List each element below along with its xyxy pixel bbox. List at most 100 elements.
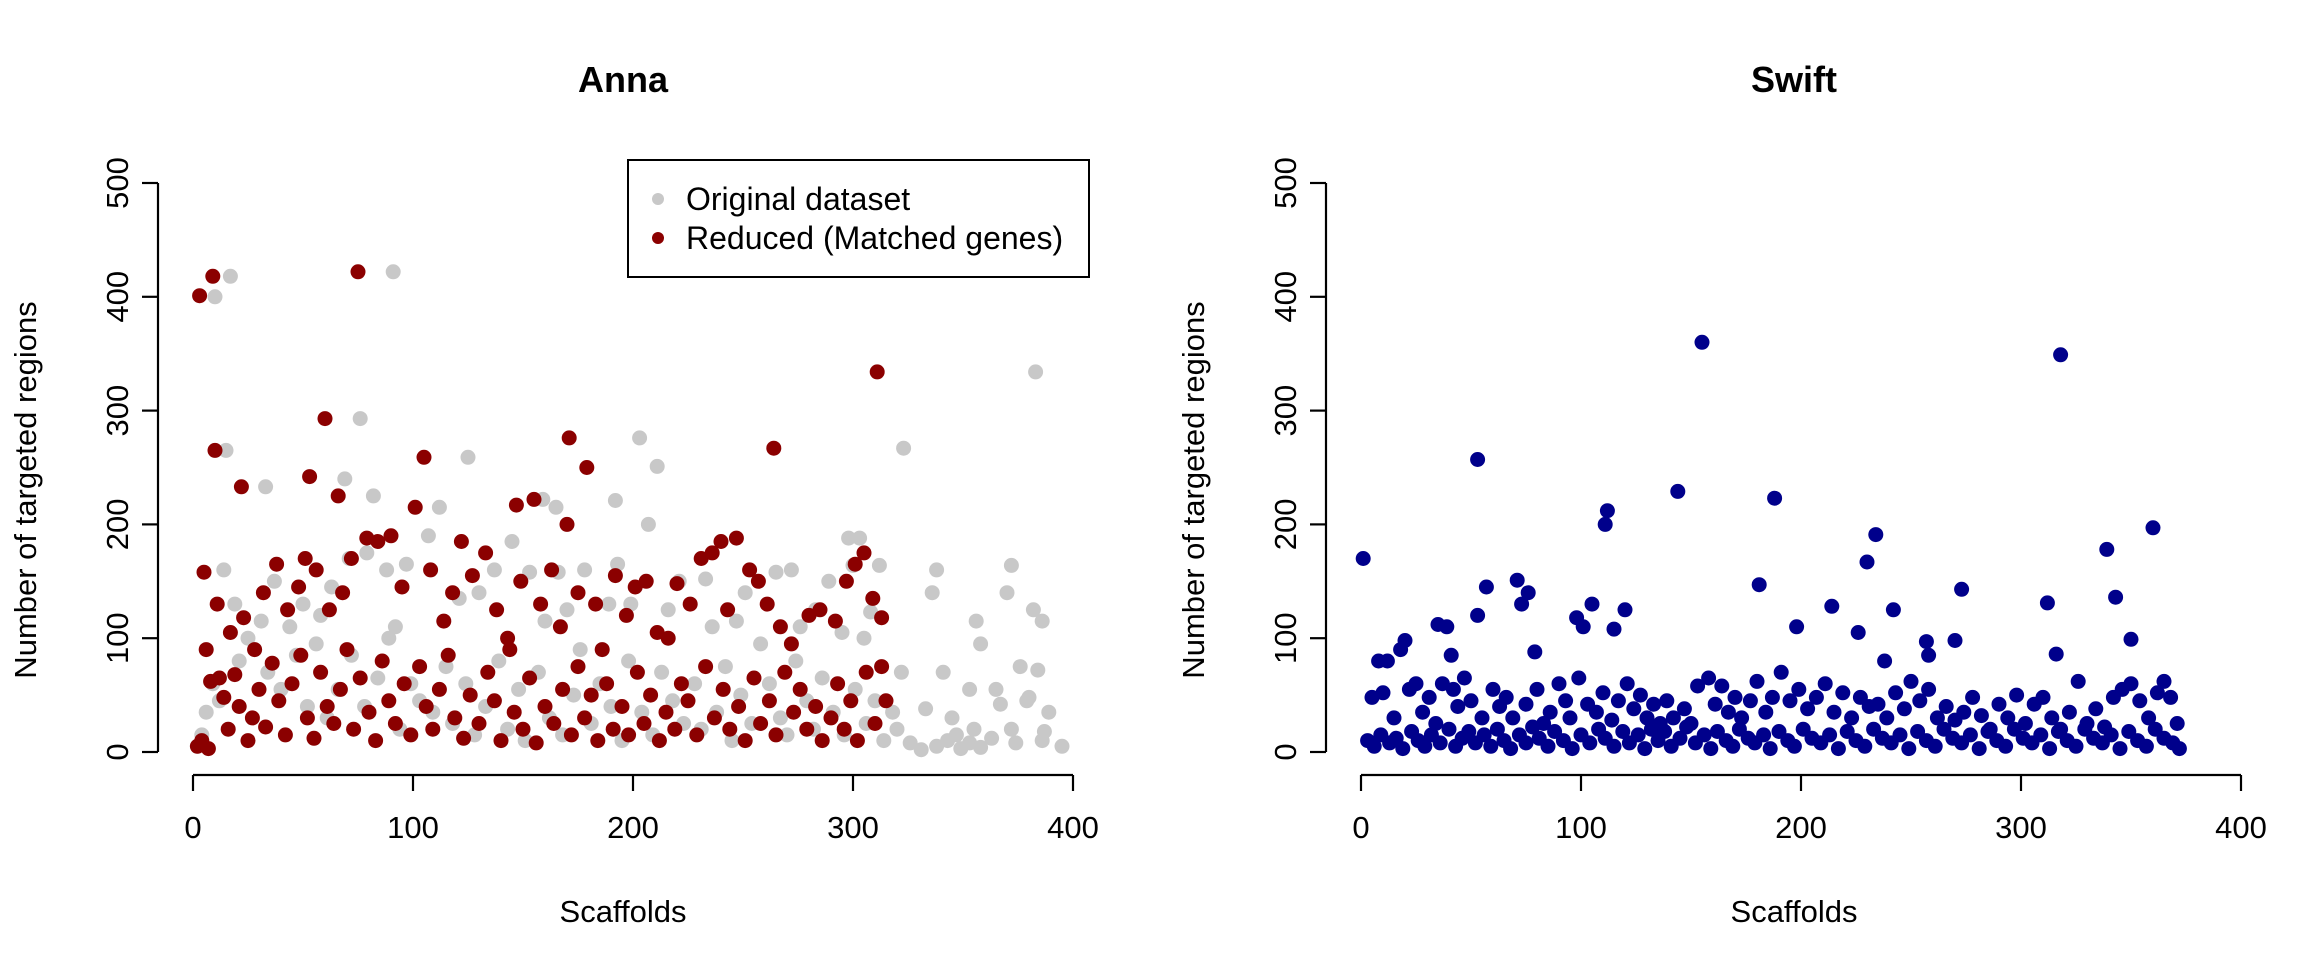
- y-tick-label: 0: [1268, 743, 1303, 760]
- data-point-original-dataset: [623, 596, 639, 612]
- data-point-original-dataset: [460, 449, 476, 465]
- data-point-reduced-matched-genes: [651, 733, 667, 749]
- data-point-series: [1947, 633, 1963, 648]
- data-point-reduced-matched-genes: [812, 602, 828, 618]
- data-point-series: [2061, 704, 2077, 720]
- data-point-reduced-matched-genes: [772, 619, 788, 635]
- data-point-series: [1965, 689, 1981, 705]
- y-tick-label: 0: [100, 743, 135, 760]
- data-point-original-dataset: [1019, 693, 1035, 709]
- data-point-reduced-matched-genes: [737, 733, 753, 749]
- data-point-original-dataset: [1012, 659, 1028, 675]
- data-point-series: [1725, 738, 1741, 754]
- data-point-reduced-matched-genes: [493, 733, 509, 749]
- data-point-reduced-matched-genes: [643, 687, 659, 703]
- data-point-original-dataset: [365, 488, 381, 504]
- data-point-reduced-matched-genes: [240, 733, 256, 749]
- data-point-reduced-matched-genes: [233, 479, 249, 495]
- data-point-series: [1617, 602, 1633, 618]
- data-point-original-dataset: [654, 664, 670, 680]
- data-point-original-dataset: [240, 630, 256, 646]
- data-point-series: [1824, 598, 1840, 614]
- data-point-reduced-matched-genes: [786, 704, 802, 720]
- x-tick-label: 200: [1775, 810, 1827, 845]
- data-point-original-dataset: [1054, 738, 1070, 754]
- data-point-series: [1859, 554, 1875, 570]
- data-point-series: [1386, 710, 1402, 726]
- data-point-series: [1485, 681, 1501, 697]
- data-point-series: [1415, 704, 1431, 720]
- data-point-series: [1921, 647, 1937, 663]
- data-point-series: [1610, 693, 1626, 709]
- data-point-series: [2108, 589, 2124, 605]
- data-point-series: [2171, 741, 2187, 757]
- data-point-reduced-matched-genes: [599, 676, 615, 692]
- data-point-reduced-matched-genes: [689, 727, 705, 743]
- data-point-reduced-matched-genes: [403, 727, 419, 743]
- data-point-series: [2103, 727, 2119, 743]
- data-point-series: [1514, 596, 1530, 612]
- data-point-reduced-matched-genes: [588, 596, 604, 612]
- data-point-reduced-matched-genes: [667, 721, 683, 737]
- data-point-original-dataset: [999, 585, 1015, 601]
- data-point-original-dataset: [431, 499, 447, 515]
- data-point-original-dataset: [893, 664, 909, 680]
- data-point-reduced-matched-genes: [731, 699, 747, 714]
- data-point-original-dataset: [1034, 613, 1050, 629]
- data-point-reduced-matched-genes: [277, 727, 293, 743]
- data-point-series: [1529, 681, 1545, 697]
- data-point-series: [1434, 676, 1450, 692]
- data-point-series: [1918, 634, 1934, 650]
- data-point-series: [1461, 724, 1477, 739]
- data-point-reduced-matched-genes: [343, 551, 359, 566]
- data-point-reduced-matched-genes: [447, 710, 463, 726]
- data-point-reduced-matched-genes: [383, 528, 399, 544]
- data-point-original-dataset: [299, 699, 315, 714]
- data-point-series: [1527, 644, 1543, 660]
- data-point-original-dataset: [253, 613, 269, 629]
- data-point-reduced-matched-genes: [207, 442, 223, 458]
- data-point-original-dataset: [856, 630, 872, 646]
- data-point-reduced-matched-genes: [526, 491, 542, 507]
- scatter-chart-anna: Anna Scaffolds Number of targeted region…: [8, 59, 1099, 929]
- data-point-original-dataset: [944, 710, 960, 726]
- legend: Original dataset Reduced (Matched genes): [627, 159, 1090, 278]
- data-point-reduced-matched-genes: [704, 545, 720, 561]
- data-point-reduced-matched-genes: [280, 602, 296, 618]
- data-point-reduced-matched-genes: [321, 602, 337, 618]
- data-point-series: [1817, 676, 1833, 692]
- data-point-original-dataset: [601, 596, 617, 612]
- data-point-series: [1595, 685, 1611, 701]
- data-point-original-dataset: [610, 556, 626, 572]
- data-point-series: [1408, 676, 1424, 692]
- data-point-original-dataset: [216, 562, 232, 578]
- data-point-original-dataset: [929, 562, 945, 578]
- data-point-original-dataset: [273, 681, 289, 697]
- data-point-original-dataset: [834, 625, 850, 640]
- data-point-series: [1584, 596, 1600, 612]
- data-point-original-dataset: [783, 562, 799, 578]
- data-point-original-dataset: [761, 676, 777, 692]
- data-point-original-dataset: [988, 681, 1004, 697]
- data-point-series: [1478, 579, 1494, 595]
- data-point-reduced-matched-genes: [258, 719, 274, 735]
- data-point-original-dataset: [821, 573, 837, 589]
- data-point-reduced-matched-genes: [297, 551, 313, 566]
- x-tick-label: 200: [607, 810, 659, 845]
- data-point-series: [1782, 693, 1798, 709]
- data-point-original-dataset: [511, 681, 527, 697]
- data-point-series: [1659, 693, 1675, 709]
- data-point-series: [1505, 710, 1521, 726]
- data-point-series: [2145, 520, 2161, 536]
- data-point-reduced-matched-genes: [856, 545, 872, 561]
- data-point-original-dataset: [733, 687, 749, 703]
- data-point-series: [2000, 710, 2016, 726]
- data-point-series: [2169, 716, 2185, 731]
- data-point-reduced-matched-genes: [313, 664, 329, 680]
- data-point-original-dataset: [992, 696, 1008, 712]
- data-point-reduced-matched-genes: [680, 693, 696, 709]
- legend-marker-reduced: [652, 232, 664, 244]
- data-point-reduced-matched-genes: [759, 596, 775, 612]
- data-point-original-dataset: [918, 701, 934, 717]
- data-point-original-dataset: [438, 659, 454, 675]
